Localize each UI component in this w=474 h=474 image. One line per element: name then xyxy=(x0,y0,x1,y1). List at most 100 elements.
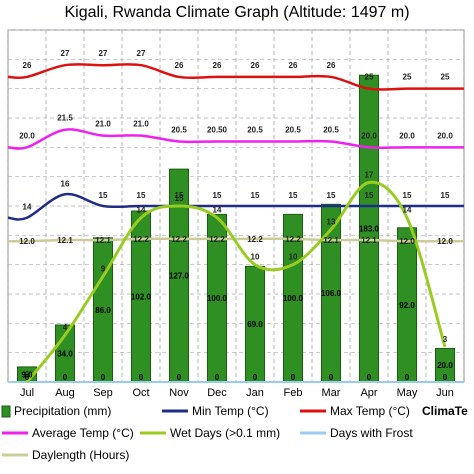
precip-label: 106.0 xyxy=(321,289,342,298)
avg-temp-label: 21.5 xyxy=(57,114,73,123)
wet-days-label: 9 xyxy=(101,264,106,273)
avg-temp-label: 20.5 xyxy=(247,125,263,134)
max-temp-label: 26 xyxy=(23,61,32,70)
min-temp-label: 15 xyxy=(365,191,374,200)
wet-days-label: 14 xyxy=(213,206,222,215)
avg-temp-line xyxy=(7,128,464,150)
precip-label: 100.0 xyxy=(283,294,304,303)
x-tick-label: Sep xyxy=(93,387,113,399)
x-tick-label: Mar xyxy=(322,387,341,399)
legend-label: Min Temp (°C) xyxy=(192,404,269,418)
min-temp-label: 15 xyxy=(289,191,298,200)
avg-temp-label: 20.50 xyxy=(207,125,228,134)
daylength-label: 12.0 xyxy=(399,237,415,246)
min-temp-label: 16 xyxy=(61,179,70,188)
precip-label: 34.0 xyxy=(57,350,73,359)
x-tick-label: Jan xyxy=(246,387,264,399)
x-tick-label: Feb xyxy=(284,387,303,399)
legend-label: Max Temp (°C) xyxy=(330,404,410,418)
avg-temp-label: 21.0 xyxy=(95,120,111,129)
wet-days-label: 3 xyxy=(443,335,448,344)
min-temp-label: 14 xyxy=(23,203,32,212)
legend-label: Daylength (Hours) xyxy=(32,448,129,462)
min-temp-label: 15 xyxy=(327,191,336,200)
max-temp-label: 26 xyxy=(175,61,184,70)
precip-label: 92.0 xyxy=(399,301,415,310)
wet-days-label: 14 xyxy=(403,206,412,215)
precip-label: 69.0 xyxy=(247,320,263,329)
max-temp-label: 25 xyxy=(365,73,374,82)
wet-days-label: 4 xyxy=(63,323,68,332)
min-temp-label: 15 xyxy=(251,191,260,200)
frost-label: 0 xyxy=(63,373,68,382)
avg-temp-label: 20.0 xyxy=(437,131,453,140)
wet-days-label: 10 xyxy=(289,253,298,262)
x-tick-label: Jun xyxy=(436,387,454,399)
daylength-label: 12.1 xyxy=(95,236,111,245)
precip-label: 9.0 xyxy=(21,370,33,379)
min-temp-label: 15 xyxy=(137,191,146,200)
chart-title: Kigali, Rwanda Climate Graph (Altitude: … xyxy=(64,4,410,21)
legend-label: Days with Frost xyxy=(330,426,413,440)
max-temp-label: 27 xyxy=(137,49,146,58)
min-temp-line xyxy=(7,192,464,221)
max-temp-line xyxy=(7,63,464,91)
wet-days-line xyxy=(25,180,447,383)
daylength-label: 12.0 xyxy=(437,237,453,246)
precip-label: 100.0 xyxy=(207,294,228,303)
avg-temp-label: 20.0 xyxy=(19,131,35,140)
avg-temp-label: 20.5 xyxy=(285,125,301,134)
frost-label: 0 xyxy=(405,373,410,382)
wet-days-label: 14 xyxy=(137,206,146,215)
daylength-label: 12.1 xyxy=(361,236,377,245)
x-tick-label: Dec xyxy=(207,387,227,399)
max-temp-label: 25 xyxy=(403,73,412,82)
min-temp-label: 15 xyxy=(175,191,184,200)
x-tick-label: Jul xyxy=(20,387,34,399)
legend-label: Wet Days (>0.1 mm) xyxy=(170,426,280,440)
x-tick-label: May xyxy=(397,387,418,399)
legend-label: Precipitation (mm) xyxy=(14,404,111,418)
daylength-label: 12.2 xyxy=(209,235,225,244)
max-temp-label: 25 xyxy=(441,73,450,82)
daylength-label: 12.0 xyxy=(19,237,35,246)
frost-label: 0 xyxy=(101,373,106,382)
daylength-label: 12.2 xyxy=(171,235,187,244)
daylength-line xyxy=(7,237,464,243)
precip-label: 102.0 xyxy=(131,293,152,302)
avg-temp-label: 20.5 xyxy=(171,125,187,134)
frost-label: 0 xyxy=(291,373,296,382)
daylength-label: 12.1 xyxy=(57,236,73,245)
frost-label: 0 xyxy=(253,373,258,382)
brand-label: ClimaTe xyxy=(422,404,468,418)
max-temp-label: 26 xyxy=(327,61,336,70)
max-temp-label: 26 xyxy=(213,61,222,70)
min-temp-label: 15 xyxy=(213,191,222,200)
daylength-label: 12.2 xyxy=(285,235,301,244)
x-tick-label: Aug xyxy=(55,387,75,399)
daylength-label: 12.2 xyxy=(247,235,263,244)
avg-temp-label: 20.5 xyxy=(323,125,339,134)
x-tick-label: Nov xyxy=(169,387,189,399)
frost-label: 0 xyxy=(443,373,448,382)
legend-swatch xyxy=(1,405,11,418)
precip-label: 127.0 xyxy=(169,272,190,281)
frost-label: 0 xyxy=(139,373,144,382)
precip-label: 86.0 xyxy=(95,306,111,315)
frost-label: 0 xyxy=(367,373,372,382)
max-temp-label: 26 xyxy=(289,61,298,70)
precip-label: 183.0 xyxy=(359,225,380,234)
daylength-label: 12.1 xyxy=(323,236,339,245)
precip-label: 20.0 xyxy=(437,361,453,370)
wet-days-label: 13 xyxy=(327,217,336,226)
max-temp-label: 27 xyxy=(61,49,70,58)
frost-label: 0 xyxy=(25,373,30,382)
avg-temp-label: 21.0 xyxy=(133,120,149,129)
max-temp-label: 26 xyxy=(251,61,260,70)
wet-days-label: 15 xyxy=(175,194,184,203)
x-tick-label: Oct xyxy=(132,387,149,399)
min-temp-label: 15 xyxy=(403,191,412,200)
frost-label: 0 xyxy=(177,373,182,382)
